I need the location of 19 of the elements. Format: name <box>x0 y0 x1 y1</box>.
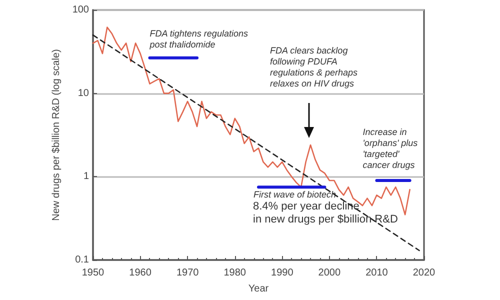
y-tick-label: 1 <box>83 171 90 182</box>
y-tick-label: 10 <box>78 88 90 99</box>
x-tick-label: 1990 <box>271 268 294 278</box>
x-tick-label: 2000 <box>318 268 341 278</box>
y-tick-label: 0.1 <box>75 254 90 266</box>
x-tick-label: 1950 <box>82 268 105 278</box>
annotation: FDA tightens regulations post thalidomide <box>148 28 248 50</box>
y-tick-label: 100 <box>72 4 90 16</box>
x-axis-title: Year <box>248 284 270 294</box>
x-tick-label: 2010 <box>366 268 388 278</box>
annotation: 8.4% per year decline in new drugs per $billion R&D <box>253 200 398 226</box>
annotation: FDA clears backlog following PDUFA regulations & perhaps relaxes on HIV drugs <box>270 46 358 88</box>
annotation: First wave of biotech <box>254 190 336 200</box>
annotation: Increase in 'orphans' plus 'targeted' cancer drugs <box>362 126 418 170</box>
y-axis-title: New drugs per $billion R&D (log scale) <box>50 49 62 221</box>
x-tick-label: 2020 <box>412 268 436 278</box>
x-tick-label: 1980 <box>224 268 246 278</box>
x-tick-label: 1970 <box>176 268 200 278</box>
x-tick-label: 1960 <box>129 268 152 278</box>
